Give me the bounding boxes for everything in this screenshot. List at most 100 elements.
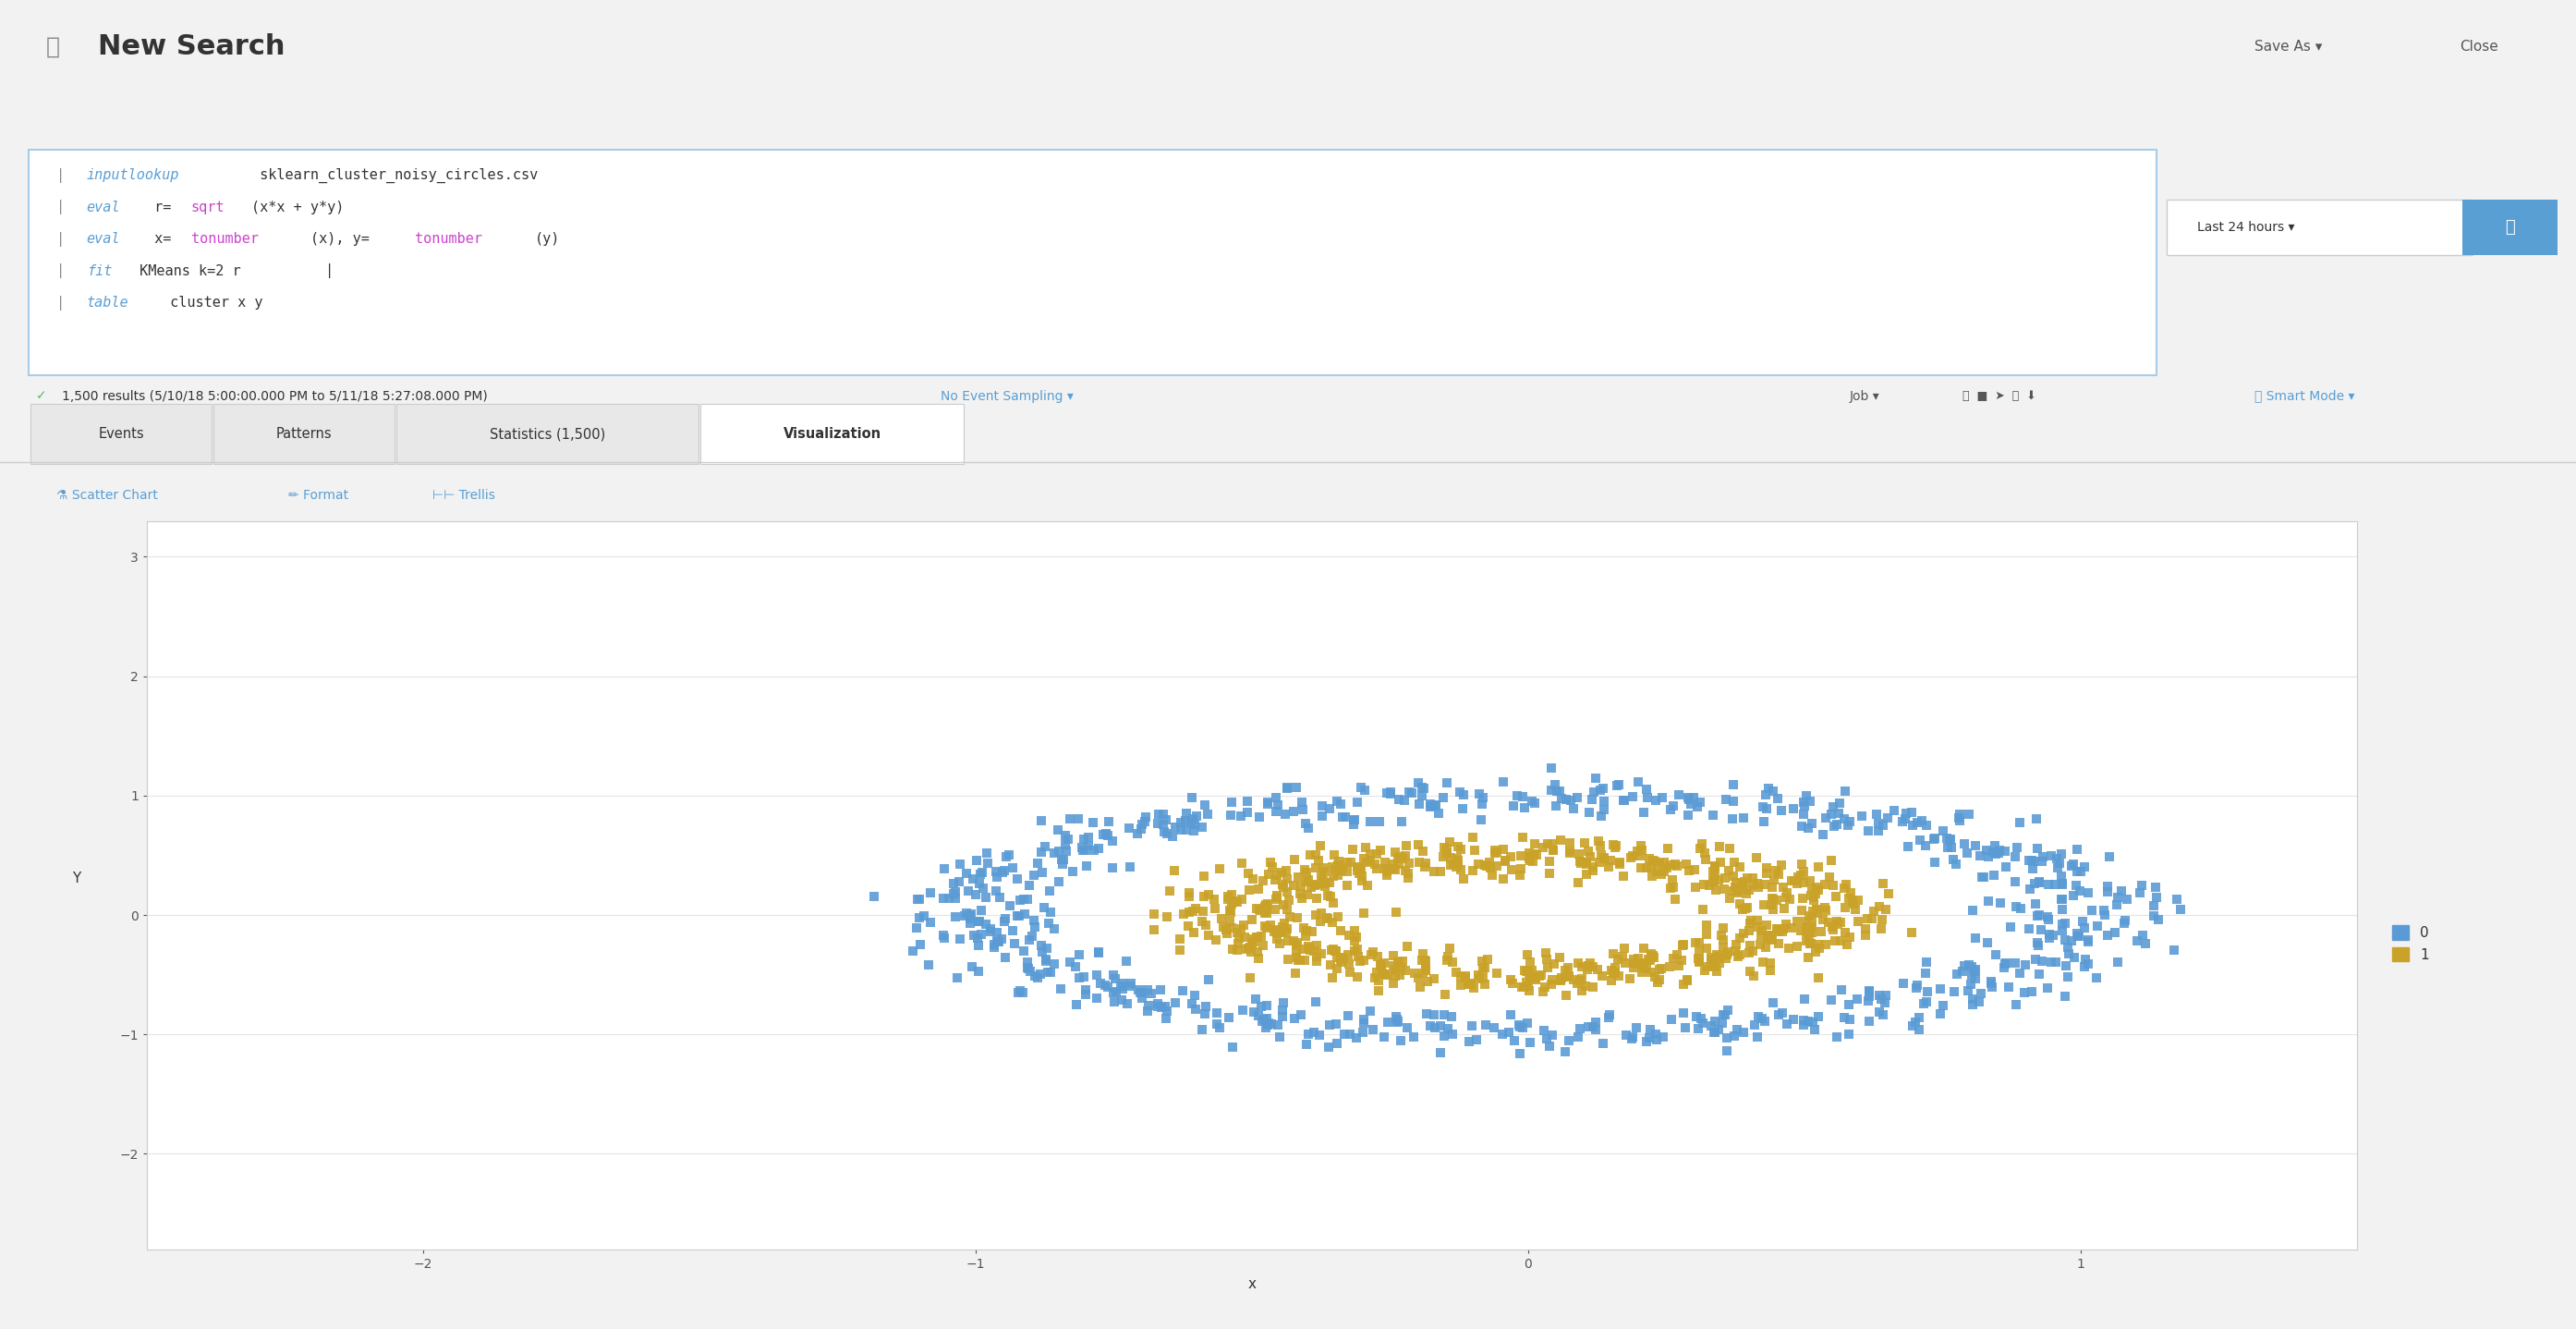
Text: ⊢⊢ Trellis: ⊢⊢ Trellis <box>433 489 495 502</box>
Point <box>1767 1013 1808 1034</box>
Point <box>1175 985 1216 1006</box>
Point <box>958 910 999 932</box>
Point <box>2038 853 2079 874</box>
Point <box>1564 832 1605 853</box>
Point <box>1236 898 1278 920</box>
Point <box>1736 847 1777 868</box>
Point <box>1674 877 1716 898</box>
Point <box>1785 921 1826 942</box>
Point <box>1244 916 1285 937</box>
Point <box>1221 852 1262 873</box>
Text: (x), y=: (x), y= <box>312 233 371 246</box>
Point <box>1293 941 1334 962</box>
Point <box>1558 872 1600 893</box>
Point <box>1311 912 1352 933</box>
Point <box>1695 864 1736 885</box>
Point <box>1376 958 1417 979</box>
Point <box>1175 813 1216 835</box>
Point <box>1535 773 1577 795</box>
Point <box>1971 973 2012 994</box>
Point <box>1788 948 1829 969</box>
Text: 💡 Smart Mode ▾: 💡 Smart Mode ▾ <box>2254 389 2354 403</box>
Point <box>1641 787 1682 808</box>
Point <box>1280 888 1321 909</box>
Point <box>1280 791 1321 812</box>
Point <box>1275 962 1316 983</box>
Point <box>1373 956 1414 977</box>
Point <box>951 908 992 929</box>
Point <box>1208 1006 1249 1027</box>
Point <box>1705 1041 1747 1062</box>
Point <box>1252 1014 1293 1035</box>
Point <box>1360 840 1401 861</box>
Point <box>1762 921 1803 942</box>
Point <box>1419 1015 1461 1037</box>
Point <box>1561 853 1602 874</box>
Point <box>1548 965 1589 986</box>
Point <box>1504 977 1546 998</box>
Point <box>958 864 999 885</box>
Point <box>1497 785 1538 807</box>
Point <box>1597 965 1638 986</box>
Text: eval: eval <box>88 201 121 214</box>
Point <box>1613 949 1654 970</box>
Point <box>1376 859 1417 880</box>
Point <box>1620 953 1662 974</box>
Point <box>1301 944 1342 965</box>
Point <box>1378 847 1419 868</box>
Point <box>1798 898 1839 920</box>
Point <box>1278 908 1319 929</box>
Point <box>1533 840 1574 861</box>
Point <box>1188 924 1229 945</box>
Point <box>1749 960 1790 981</box>
Point <box>1790 922 1832 944</box>
Point <box>1618 772 1659 793</box>
Point <box>1734 1014 1775 1035</box>
Point <box>1932 849 1973 870</box>
Point <box>1749 953 1790 974</box>
Point <box>1409 793 1450 815</box>
Point <box>1327 944 1368 965</box>
Point <box>1363 953 1404 974</box>
Point <box>1602 789 1643 811</box>
Point <box>1002 982 1043 1003</box>
Point <box>2136 886 2177 908</box>
Point <box>1510 847 1551 868</box>
Point <box>1473 1017 1515 1038</box>
Point <box>1602 946 1643 968</box>
Point <box>1842 805 1883 827</box>
Point <box>1255 787 1296 808</box>
Point <box>1533 1025 1574 1046</box>
Point <box>1154 860 1195 881</box>
Point <box>1028 913 1069 934</box>
Point <box>1700 852 1741 873</box>
Point <box>1947 954 1989 975</box>
Point <box>1589 1007 1631 1029</box>
Point <box>1533 840 1574 861</box>
Point <box>1798 968 1839 989</box>
Point <box>1955 928 1996 949</box>
Point <box>1437 848 1479 869</box>
Point <box>1540 969 1582 990</box>
Point <box>1793 900 1834 921</box>
Point <box>1512 851 1553 872</box>
Point <box>2040 865 2081 886</box>
Point <box>1976 843 2017 864</box>
Text: |: | <box>325 263 335 279</box>
Point <box>1499 1043 1540 1065</box>
Point <box>1247 792 1288 813</box>
Point <box>1558 851 1600 872</box>
Point <box>1968 845 2009 867</box>
Point <box>1121 987 1162 1009</box>
Point <box>1703 937 1744 958</box>
Point <box>1314 892 1355 913</box>
Point <box>1888 836 1929 857</box>
Point <box>935 906 976 928</box>
Point <box>1984 954 2025 975</box>
Point <box>1844 918 1886 940</box>
Point <box>1499 1014 1540 1035</box>
Point <box>1020 811 1061 832</box>
Point <box>1520 965 1561 986</box>
Point <box>1996 837 2038 859</box>
Point <box>1628 848 1669 869</box>
